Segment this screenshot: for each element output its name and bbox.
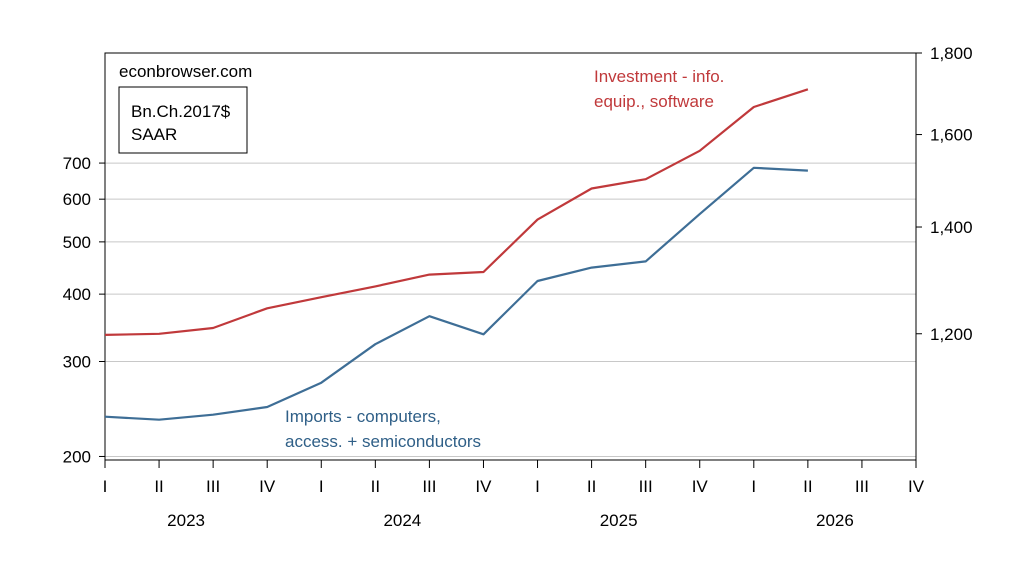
right-axis-tick-label: 1,200 bbox=[930, 325, 973, 344]
x-axis-quarter-label: IV bbox=[475, 477, 492, 496]
units-line-1: Bn.Ch.2017$ bbox=[131, 102, 231, 121]
plot-frame bbox=[104, 52, 917, 461]
left-axis-tick-label: 700 bbox=[63, 154, 91, 173]
units-line-2: SAAR bbox=[131, 125, 177, 144]
left-y-axis: 200 300 400 500 600 700 bbox=[63, 154, 105, 466]
right-axis-tick-label: 1,400 bbox=[930, 218, 973, 237]
series-lines bbox=[104, 88, 809, 421]
x-axis-quarter-label: I bbox=[751, 477, 756, 496]
right-axis-tick-label: 1,800 bbox=[930, 44, 973, 63]
x-axis-quarter-label: IV bbox=[259, 477, 276, 496]
right-y-axis: 1,200 1,400 1,600 1,800 bbox=[916, 44, 973, 344]
investment-series-label-2: equip., software bbox=[594, 92, 714, 111]
left-axis-tick-label: 400 bbox=[63, 285, 91, 304]
x-axis-year-label: 2025 bbox=[600, 511, 638, 530]
investment-series-label-1: Investment - info. bbox=[594, 67, 724, 86]
x-axis-quarter-label: IV bbox=[692, 477, 709, 496]
right-axis-tick-label: 1,600 bbox=[930, 126, 973, 145]
imports-series-label-2: access. + semiconductors bbox=[285, 432, 481, 451]
left-axis-tick-label: 200 bbox=[63, 447, 91, 466]
x-axis-year-label: 2026 bbox=[816, 511, 854, 530]
x-axis-quarter-label: II bbox=[371, 477, 380, 496]
x-axis-quarter-label: III bbox=[206, 477, 220, 496]
x-axis-year-label: 2024 bbox=[383, 511, 421, 530]
source-label: econbrowser.com bbox=[119, 62, 252, 81]
units-box bbox=[118, 86, 248, 154]
left-axis-tick-label: 600 bbox=[63, 190, 91, 209]
x-axis-quarter-label: I bbox=[319, 477, 324, 496]
x-axis-quarter-label: IV bbox=[908, 477, 925, 496]
investment-series-line bbox=[104, 88, 809, 336]
left-axis-tick-label: 300 bbox=[63, 353, 91, 372]
grid-lines bbox=[105, 162, 916, 457]
imports-series-label-1: Imports - computers, bbox=[285, 407, 441, 426]
x-axis-quarter-label: I bbox=[535, 477, 540, 496]
imports-series-line bbox=[104, 166, 808, 421]
x-axis-year-label: 2023 bbox=[167, 511, 205, 530]
x-axis-quarter-label: I bbox=[103, 477, 108, 496]
left-axis-tick-label: 500 bbox=[63, 233, 91, 252]
x-axis-quarter-label: III bbox=[422, 477, 436, 496]
x-axis-quarter-label: II bbox=[587, 477, 596, 496]
x-axis-quarter-label: II bbox=[803, 477, 812, 496]
x-axis-quarter-label: III bbox=[639, 477, 653, 496]
x-axis-quarter-label: III bbox=[855, 477, 869, 496]
x-axis-quarter-label: II bbox=[154, 477, 163, 496]
